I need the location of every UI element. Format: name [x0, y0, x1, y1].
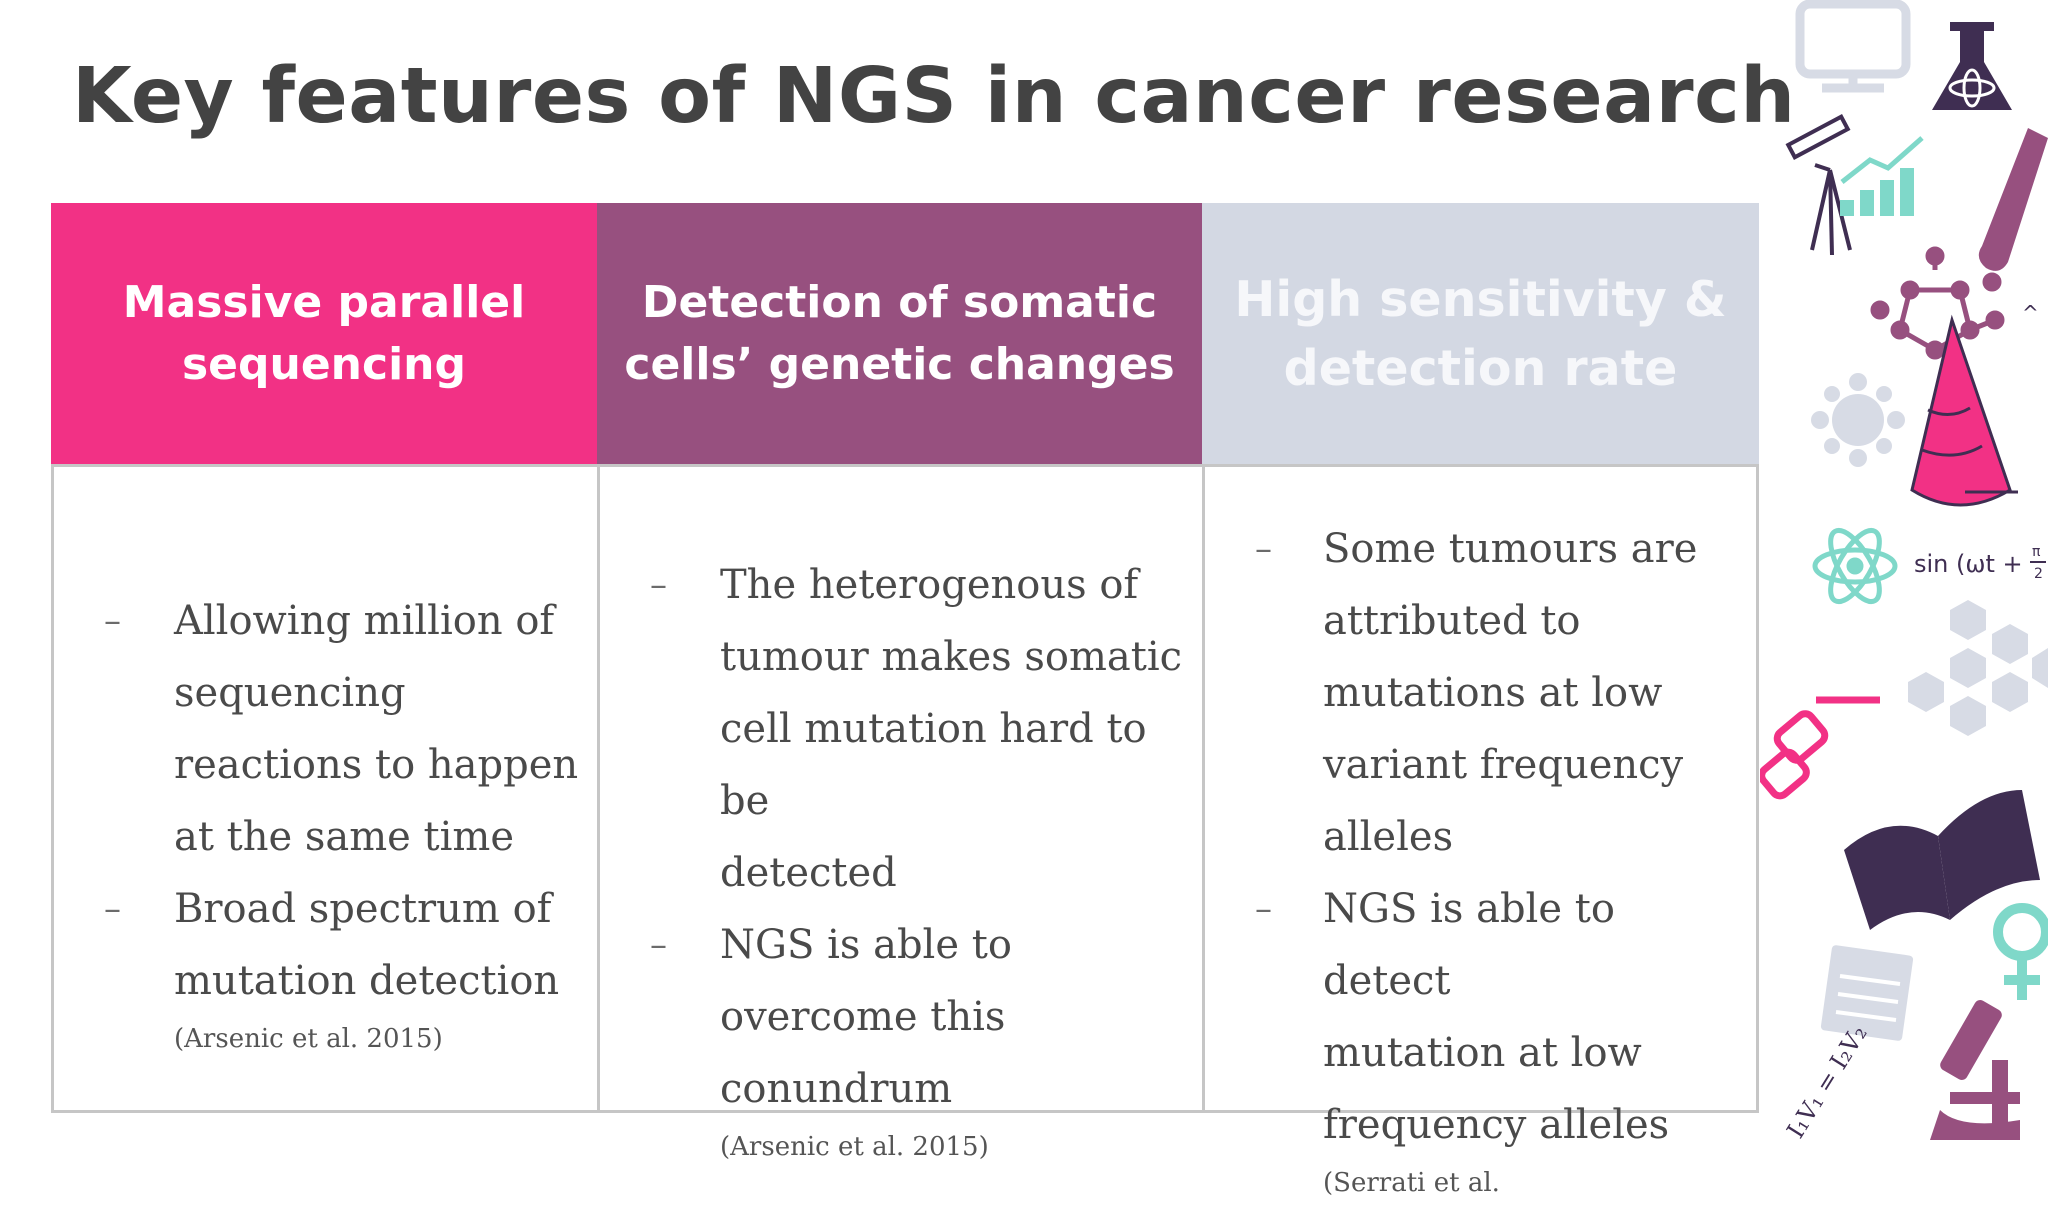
header-line: detection rate — [1283, 339, 1678, 397]
column-body-massive-parallel: – Allowing million of sequencing reactio… — [51, 464, 600, 1113]
bullet-line: detected — [720, 850, 897, 896]
bullet-line: at the same time — [174, 814, 515, 860]
header-line: High sensitivity & — [1234, 270, 1727, 328]
glasses-icon — [1760, 696, 1880, 800]
test-tube-icon — [1978, 128, 2048, 271]
formula-two: 2 — [2034, 566, 2043, 582]
bullet-line: The heterogenous of — [720, 562, 1139, 608]
bullet-item: – Some tumours are attributed to mutatio… — [1205, 513, 1756, 873]
header-line: cells’ genetic changes — [624, 338, 1175, 390]
telescope-icon — [1785, 114, 1852, 256]
column-body-somatic-detection: – The heterogenous of tumour makes somat… — [597, 464, 1205, 1162]
bullet-line: sequencing — [174, 670, 406, 716]
bullet-line: mutation at low — [1323, 1030, 1642, 1076]
bullet-line: frequency alleles — [1323, 1102, 1670, 1148]
column-body-high-sensitivity: – Some tumours are attributed to mutatio… — [1202, 464, 1759, 1198]
flask-icon — [1932, 22, 2012, 110]
header-line: Massive parallel — [122, 276, 526, 328]
citation: (Arsenic et al. 2015) — [174, 1024, 443, 1054]
science-decorations: ^ sin (ωt + π 2 — [1760, 0, 2048, 1143]
bullet-dash: – — [104, 601, 121, 641]
bullet-line: NGS is able to detect — [1323, 886, 1615, 1004]
bullet-item: – Broad spectrum of mutation detection — [54, 873, 597, 1017]
bullet-dash: – — [650, 925, 667, 965]
bullet-line: overcome this — [720, 994, 1006, 1040]
bullet-item: – NGS is able to detect mutation at low … — [1205, 873, 1756, 1161]
bullet-dash: – — [650, 565, 667, 605]
bullet-line: Broad spectrum of — [174, 886, 552, 932]
molecule-icon — [1870, 246, 2005, 360]
formula-text: sin (ωt + — [1914, 550, 2023, 578]
citation: (Arsenic et al. 2015) — [720, 1132, 989, 1162]
header-line: Detection of somatic — [641, 276, 1158, 328]
caret-mark: ^ — [2022, 301, 2039, 325]
bullet-line: variant frequency — [1323, 742, 1684, 788]
citation: (Serrati et al. — [1323, 1168, 1500, 1198]
bullet-item: – Allowing million of sequencing reactio… — [54, 585, 597, 873]
formula-pi: π — [2032, 544, 2041, 560]
monitor-icon — [1795, 0, 1911, 93]
bullet-line: NGS is able to — [720, 922, 1012, 968]
bullet-line: cell mutation hard to be — [720, 706, 1147, 824]
female-symbol-icon — [1993, 903, 2048, 1000]
cone-icon — [1910, 314, 2018, 507]
bullet-line: mutations at low — [1323, 670, 1663, 716]
atom-icon — [1812, 527, 1898, 605]
book-icon — [1844, 790, 2040, 930]
bullet-item: – NGS is able to overcome this conundrum — [600, 909, 1202, 1125]
bullet-dash: – — [1255, 889, 1272, 929]
bullet-line: attributed to — [1323, 598, 1581, 644]
header-massive-parallel: Massive parallel sequencing — [51, 203, 597, 464]
ohm-formula: I₁V₁ = I₂V₂ — [1781, 1020, 1872, 1143]
bullet-line: conundrum — [720, 1066, 953, 1112]
slide-title: Key features of NGS in cancer research — [72, 52, 1796, 141]
bullet-line: tumour makes somatic — [720, 634, 1183, 680]
hexagon-pattern-icon — [1908, 600, 2048, 736]
bullet-line: reactions to happen — [174, 742, 579, 788]
notepad-icon — [1820, 945, 1914, 1041]
bullet-line: Some tumours are — [1323, 526, 1698, 572]
header-somatic-detection: Detection of somatic cells’ genetic chan… — [597, 203, 1202, 464]
bullet-dash: – — [104, 889, 121, 929]
sine-formula: sin (ωt + π 2 — [1914, 544, 2046, 582]
bullet-line: Allowing million of — [174, 598, 555, 644]
header-line: sequencing — [181, 338, 466, 390]
bullet-dash: – — [1255, 529, 1272, 569]
bullet-line: mutation detection — [174, 958, 560, 1004]
features-table: Massive parallel sequencing Detection of… — [51, 203, 1759, 1198]
microscope-icon — [1930, 1000, 2020, 1140]
virus-icon — [1811, 373, 1905, 467]
growth-chart-icon — [1840, 136, 1924, 216]
header-high-sensitivity: High sensitivity & detection rate — [1202, 203, 1759, 464]
bullet-line: alleles — [1323, 814, 1454, 860]
bullet-item: – The heterogenous of tumour makes somat… — [600, 549, 1202, 909]
